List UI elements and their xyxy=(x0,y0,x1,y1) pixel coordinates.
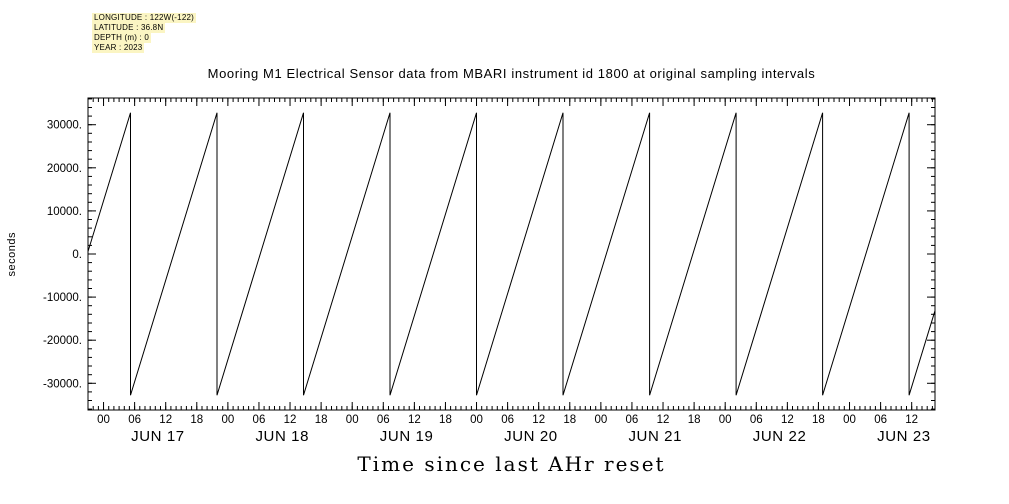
series-line xyxy=(87,112,936,396)
x-tick-label: 12 xyxy=(532,414,545,426)
day-label: JUN 19 xyxy=(380,428,434,445)
x-tick-label: 18 xyxy=(315,414,328,426)
y-tick-label: -10000. xyxy=(43,292,82,304)
x-tick-label: 18 xyxy=(688,414,701,426)
day-label: JUN 21 xyxy=(628,428,682,445)
y-tick-label: 10000. xyxy=(47,206,82,218)
x-tick-label: 12 xyxy=(657,414,670,426)
x-axis-title: Time since last AHr reset xyxy=(357,452,666,476)
info-latitude: LATITUDE : 36.8N xyxy=(92,23,166,33)
y-tick-label: 20000. xyxy=(47,163,82,175)
y-tick-label: -20000. xyxy=(43,335,82,347)
y-minor-ticks xyxy=(88,98,935,410)
x-tick-label: 00 xyxy=(594,414,607,426)
x-tick-labels: 00 06 12 18 00 06 12 18 00 06 12 18 00 06 12 18 00 06 12 18… xyxy=(97,414,918,426)
info-longitude: LONGITUDE : 122W(-122) xyxy=(92,13,196,23)
day-label: JUN 17 xyxy=(131,428,185,445)
y-tick-label: -30000. xyxy=(43,378,82,390)
x-tick-label: 00 xyxy=(719,414,732,426)
x-tick-label: 12 xyxy=(905,414,918,426)
x-tick-label: 18 xyxy=(563,414,576,426)
day-label: JUN 20 xyxy=(504,428,558,445)
x-tick-label: 06 xyxy=(501,414,514,426)
x-tick-label: 00 xyxy=(97,414,110,426)
x-tick-label: 12 xyxy=(408,414,421,426)
x-minor-ticks xyxy=(87,98,933,410)
info-depth: DEPTH (m) : 0 xyxy=(92,33,152,43)
x-tick-label: 18 xyxy=(190,414,203,426)
y-tick-labels: 30000. 20000. 10000. 0. -10000. -20000. -30000… xyxy=(43,120,82,391)
day-label: JUN 22 xyxy=(753,428,807,445)
x-tick-label: 18 xyxy=(812,414,825,426)
x-tick-label: 06 xyxy=(377,414,390,426)
x-tick-label: 06 xyxy=(253,414,266,426)
plot-box xyxy=(87,97,936,411)
day-label: JUN 23 xyxy=(877,428,931,445)
info-year: YEAR : 2023 xyxy=(92,43,145,53)
day-label: JUN 18 xyxy=(255,428,309,445)
x-tick-label: 00 xyxy=(221,414,234,426)
y-tick-label: 0. xyxy=(72,249,82,261)
x-tick-label: 00 xyxy=(346,414,359,426)
x-tick-label: 06 xyxy=(128,414,141,426)
x-major-ticks xyxy=(103,98,913,410)
x-tick-label: 18 xyxy=(439,414,452,426)
x-tick-label: 06 xyxy=(626,414,639,426)
chart-title: Mooring M1 Electrical Sensor data from M… xyxy=(207,66,816,81)
y-major-ticks xyxy=(88,124,935,384)
x-tick-label: 00 xyxy=(470,414,483,426)
x-tick-label: 00 xyxy=(843,414,856,426)
x-tick-label: 12 xyxy=(284,414,297,426)
x-tick-label: 06 xyxy=(874,414,887,426)
station-info: LONGITUDE : 122W(-122) LATITUDE : 36.8N … xyxy=(92,13,196,53)
x-tick-label: 12 xyxy=(781,414,794,426)
x-tick-label: 06 xyxy=(750,414,763,426)
day-labels: JUN 17 JUN 18 JUN 19 JUN 20 JUN 21 JUN 22 JUN … xyxy=(131,428,931,445)
y-tick-label: 30000. xyxy=(47,120,82,132)
x-tick-label: 12 xyxy=(159,414,172,426)
